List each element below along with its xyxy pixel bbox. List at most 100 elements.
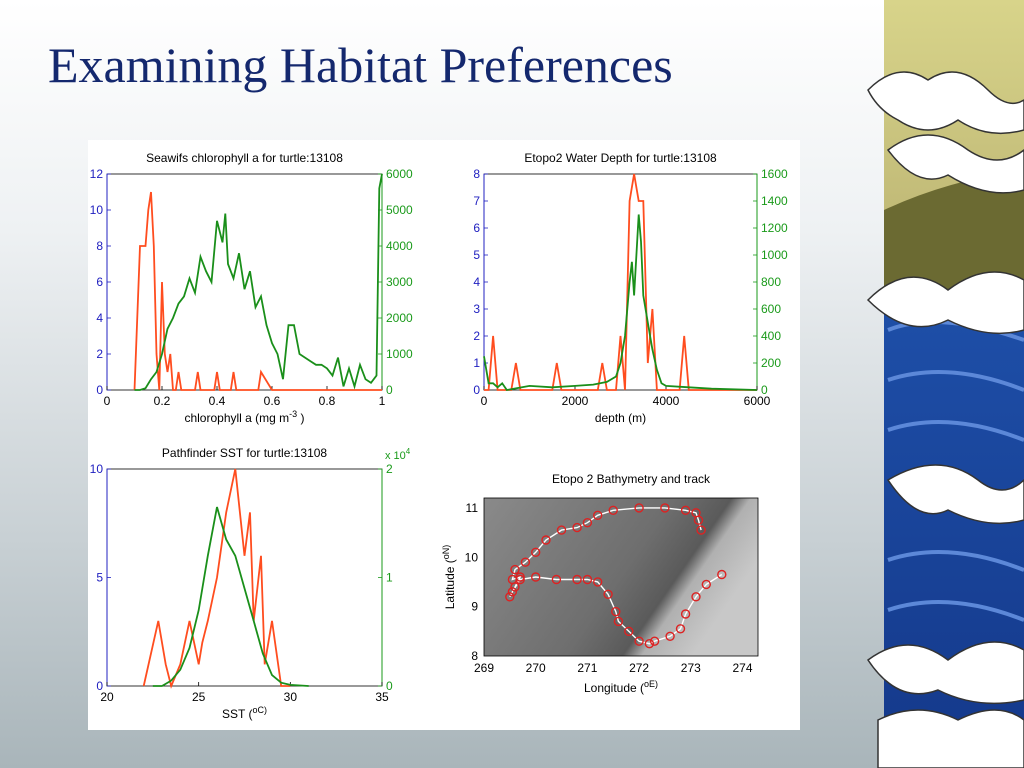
chl-series-green-line (134, 173, 383, 391)
map-track-point (603, 589, 613, 599)
sst-series-red-line (142, 468, 291, 689)
depth-left-tick-label: 1 (473, 356, 480, 370)
depth-right-tick-label: 0 (761, 383, 768, 397)
chl-right-tick-label: 6000 (386, 167, 413, 181)
chl-right-tick-label: 4000 (386, 239, 413, 253)
map-track-point (680, 609, 691, 619)
sst-series-green-line (152, 506, 309, 687)
map-track-point (644, 639, 655, 649)
map-track-point (593, 510, 603, 520)
sst-x-label: SST (oC) (222, 705, 267, 721)
sst-right-tick-label: 1 (386, 571, 393, 585)
map-x-tick-label: 272 (629, 661, 649, 675)
depth-x-tick-label: 2000 (562, 394, 589, 408)
map-track-point (608, 505, 618, 515)
chl-left-tick-label: 0 (96, 383, 103, 397)
map-title: Etopo 2 Bathymetry and track (552, 472, 711, 486)
chl-x-tick-label: 0.2 (154, 394, 171, 408)
depth-left-tick-label: 3 (473, 302, 480, 316)
depth-x-tick-label: 0 (481, 394, 488, 408)
map-track-point (675, 624, 686, 634)
depth-right-tick-label: 1000 (761, 248, 788, 262)
map-x-tick-label: 270 (526, 661, 546, 675)
map-track-point (531, 547, 541, 557)
depth-right-tick-label: 200 (761, 356, 781, 370)
map-track-point (660, 503, 670, 513)
map-track-point (551, 574, 562, 585)
depth-left-tick-label: 7 (473, 194, 480, 208)
sst-left-tick-label: 0 (96, 679, 103, 693)
depth-x-tick-label: 4000 (653, 394, 680, 408)
map-y-tick-label: 10 (465, 550, 479, 564)
map-track-point (665, 631, 675, 641)
chl-title: Seawifs chlorophyll a for turtle:13108 (146, 151, 343, 165)
map-track-point (520, 557, 531, 567)
map-track-point (701, 579, 711, 590)
map-track-point (531, 572, 541, 582)
map-track-point (717, 569, 727, 580)
chl-right-tick-label: 3000 (386, 275, 413, 289)
sst-x-tick-label: 35 (375, 690, 389, 704)
map-x-tick-label: 273 (681, 661, 701, 675)
map-track-point (611, 606, 621, 617)
map-track-point (680, 505, 691, 515)
map-y-tick-label: 9 (471, 600, 478, 614)
chl-left-tick-label: 10 (90, 203, 104, 217)
depth-title: Etopo2 Water Depth for turtle:13108 (524, 151, 717, 165)
chl-x-tick-label: 0.4 (209, 394, 226, 408)
depth-right-tick-label: 600 (761, 302, 781, 316)
map-track-point (572, 574, 582, 585)
map-track-point (510, 564, 520, 575)
chl-x-tick-label: 0.6 (264, 394, 281, 408)
map-track-point (624, 626, 634, 636)
wave-decoration (866, 0, 1024, 768)
sst-x-tick-label: 30 (284, 690, 298, 704)
map-track-point (649, 636, 660, 646)
map-track-point (634, 503, 644, 513)
map-x-tick-label: 274 (732, 661, 752, 675)
depth-x-label: depth (m) (595, 411, 646, 425)
depth-left-tick-label: 4 (473, 275, 480, 289)
slide-title: Examining Habitat Preferences (48, 37, 673, 93)
map-track-point (572, 522, 582, 533)
chl-left-tick-label: 4 (96, 311, 103, 325)
chl-right-tick-label: 1000 (386, 347, 413, 361)
chl-left-tick-label: 2 (96, 347, 103, 361)
figure-panel: Seawifs chlorophyll a for turtle:13108 0 0… (88, 140, 800, 730)
depth-x-tick-label: 6000 (744, 394, 771, 408)
sst-right-multiplier: x 104 (385, 447, 411, 462)
map-x-label: Longitude (oE) (584, 679, 658, 695)
depth-left-tick-label: 2 (473, 329, 480, 343)
map-track-point (593, 577, 603, 587)
depth-left-tick-label: 6 (473, 221, 480, 235)
chl-x-tick-label: 0 (104, 394, 111, 408)
sst-title: Pathfinder SST for turtle:13108 (162, 446, 328, 460)
sst-left-tick-label: 5 (96, 571, 103, 585)
sst-right-tick-label: 2 (386, 462, 393, 476)
map-track-point (507, 574, 518, 585)
bathymetry-map: Etopo 2 Bathymetry and track 269 270 271 272… (441, 472, 759, 695)
map-track-point (507, 587, 518, 597)
depth-right-tick-label: 800 (761, 275, 781, 289)
depth-right-tick-label: 1600 (761, 167, 788, 181)
map-y-label: Latitude (oN) (441, 545, 457, 610)
depth-right-tick-label: 400 (761, 329, 781, 343)
map-track-point (691, 592, 701, 602)
map-track-point (613, 616, 624, 627)
map-x-tick-label: 269 (474, 661, 494, 675)
chl-right-tick-label: 0 (386, 383, 393, 397)
sst-x-tick-label: 20 (100, 690, 114, 704)
chl-left-tick-label: 12 (90, 167, 104, 181)
map-y-tick-label: 8 (471, 649, 478, 663)
sst-plot-frame (106, 468, 383, 687)
depth-right-tick-label: 1200 (761, 221, 788, 235)
depth-left-tick-label: 8 (473, 167, 480, 181)
chl-left-tick-label: 6 (96, 275, 103, 289)
sst-x-tick-label: 25 (192, 690, 206, 704)
map-track-point (582, 518, 593, 528)
depth-left-tick-label: 0 (473, 383, 480, 397)
map-background (483, 497, 759, 657)
sst-right-tick-label: 0 (386, 679, 393, 693)
